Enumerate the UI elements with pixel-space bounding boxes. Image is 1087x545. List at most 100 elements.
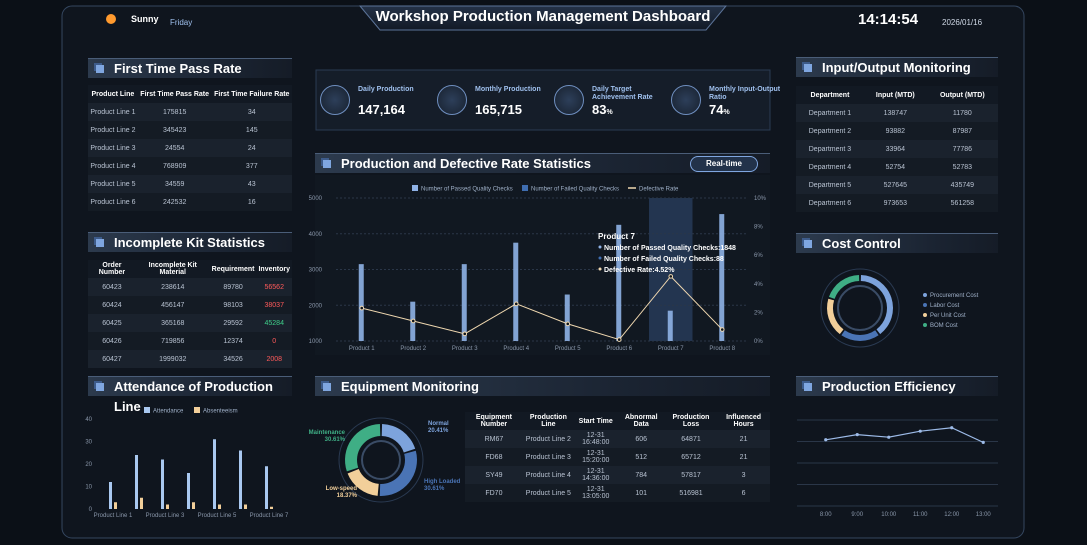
column-header: Abnormal Data <box>617 412 665 430</box>
date: 2026/01/16 <box>942 18 983 27</box>
dashboard-title: Workshop Production Management Dashboard <box>376 8 711 25</box>
table-row: 60426 719856 12374 0 <box>88 332 292 350</box>
x-tick-label: 10:00 <box>881 512 897 518</box>
table-cell: Product Line 6 <box>88 193 138 211</box>
legend-label: Number of Failed Quality Checks <box>531 187 619 193</box>
table-cell: 138747 <box>863 104 927 122</box>
table-cell: FD68 <box>465 448 523 466</box>
table-row: Department 1 138747 11780 <box>796 104 998 122</box>
x-tick-label: Product 2 <box>400 346 426 352</box>
title-plate <box>358 5 728 31</box>
table-cell: Department 6 <box>796 194 864 212</box>
line-point <box>513 301 519 307</box>
kpi-label: Monthly Production <box>475 86 541 93</box>
tooltip-line: Defective Rate:4.52% <box>604 267 675 274</box>
io-table: Department Input (MTD) Output (MTD) Departm… <box>796 86 998 212</box>
table-cell: 34 <box>211 103 292 121</box>
line-point <box>410 318 416 324</box>
tooltip-title: Product 7 <box>598 232 635 241</box>
table-row: Product Line 3 24554 24 <box>88 139 292 157</box>
kpi-value: 147,164 <box>358 102 405 117</box>
table-cell: 34559 <box>137 175 212 193</box>
table-cell: 16 <box>211 193 292 211</box>
bar <box>270 506 273 509</box>
legend-label: Absenteeism <box>203 409 238 415</box>
table-cell: 60425 <box>88 314 136 332</box>
table-cell: 1999032 <box>135 350 210 368</box>
y2-tick-label: 2% <box>754 310 763 316</box>
bar <box>358 264 364 341</box>
donut-ring <box>361 440 401 480</box>
section-title: Input/Output Monitoring <box>796 57 998 77</box>
y-tick-label: 5000 <box>309 196 323 202</box>
donut-segment <box>347 468 379 496</box>
table-cell: Product Line 3 <box>522 448 574 466</box>
table-cell: 2008 <box>256 350 292 368</box>
table-cell: SY49 <box>465 466 523 484</box>
table-cell: 456147 <box>135 296 210 314</box>
table-cell: Product Line 5 <box>522 484 574 502</box>
kpi-card: Daily Production 147,164 <box>320 78 432 122</box>
y2-tick-label: 10% <box>754 196 767 202</box>
line-point <box>565 321 571 327</box>
line-point <box>918 429 922 433</box>
weather-icon <box>106 14 116 24</box>
line-point <box>887 435 891 439</box>
clock: 14:14:54 <box>858 11 919 28</box>
weekday: Friday <box>170 18 192 27</box>
realtime-button[interactable]: Real-time <box>690 156 758 172</box>
table-cell: 34526 <box>209 350 257 368</box>
line-point <box>616 337 622 342</box>
table-cell: 60423 <box>88 278 136 296</box>
column-header: Influenced Hours <box>717 412 770 430</box>
table-cell: 12-31 13:05:00 <box>573 484 618 502</box>
column-header: Input (MTD) <box>863 86 927 104</box>
y2-tick-label: 8% <box>754 225 763 231</box>
kpi-value: 74% <box>709 102 730 117</box>
line-point <box>668 274 674 279</box>
column-header: First Time Failure Rate <box>211 85 292 103</box>
legend-marker <box>923 313 927 317</box>
table-cell: 12374 <box>209 332 257 350</box>
x-tick-label: Product Line 5 <box>198 513 237 519</box>
column-header: Department <box>796 86 864 104</box>
y-tick-label: 20 <box>85 462 92 468</box>
table-row: 60424 456147 98103 38037 <box>88 296 292 314</box>
table-cell: 238614 <box>135 278 210 296</box>
table-cell: 516981 <box>664 484 718 502</box>
table-row: Department 5 527645 435749 <box>796 176 998 194</box>
table-cell: 45284 <box>256 314 292 332</box>
legend-label: Labor Cost <box>930 303 960 309</box>
table-cell: 768909 <box>137 157 212 175</box>
kpi-number: 165,715 <box>475 102 522 117</box>
tooltip-bullet <box>598 267 602 271</box>
kpi-icon <box>554 85 584 115</box>
table-cell: 0 <box>256 332 292 350</box>
table-cell: 21 <box>717 448 770 466</box>
column-header: Production Line <box>522 412 574 430</box>
x-tick-label: Product 1 <box>349 346 375 352</box>
table-cell: 512 <box>617 448 665 466</box>
table-cell: 719856 <box>135 332 210 350</box>
section-title: Cost Control <box>796 233 998 253</box>
y-tick-label: 3000 <box>309 268 323 274</box>
table-row: Department 2 93882 87987 <box>796 122 998 140</box>
section-title: Incomplete Kit Statistics <box>88 232 292 252</box>
table-cell: 43 <box>211 175 292 193</box>
bar <box>166 504 169 509</box>
line <box>361 275 723 341</box>
column-header: Equipment Number <box>465 412 523 430</box>
x-tick-label: 12:00 <box>944 512 960 518</box>
donut-segment <box>826 298 844 335</box>
line-point <box>855 433 859 437</box>
x-tick-label: Product 6 <box>606 346 632 352</box>
table-cell: 12-31 14:36:00 <box>573 466 618 484</box>
table-cell: 21 <box>717 430 770 448</box>
bar <box>114 502 117 509</box>
tooltip-line: Number of Failed Quality Checks:88 <box>604 256 724 263</box>
table-cell: Department 3 <box>796 140 864 158</box>
table-cell: 12-31 16:48:00 <box>573 430 618 448</box>
table-row: Department 6 973653 561258 <box>796 194 998 212</box>
section-title: Attendance of Production Line <box>88 376 292 414</box>
